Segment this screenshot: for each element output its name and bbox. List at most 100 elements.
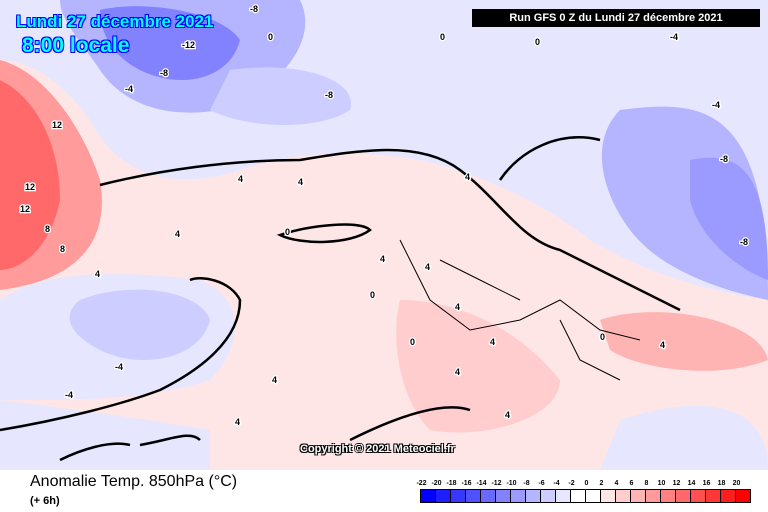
borders [399,239,641,381]
contour-label: 4 [272,375,277,385]
cold-anomaly-southeast [600,405,768,470]
cold-core-russia [690,157,768,280]
colorbar-box [646,490,661,502]
contour-label: 4 [465,172,470,182]
contour-label: -4 [115,362,123,372]
cold-core-atlantic [69,289,210,360]
contour-label: 4 [425,262,430,272]
contour-label: 0 [285,227,290,237]
colorbar-tick-label: -18 [446,480,457,487]
colorbar-tick-label: 18 [717,480,726,487]
contour-labels: -8 -12 -8 -4 0 12 12 12 88 4 4 4 4 0 0 -4 -4 -8 -8 -4 4 4 4 0 4 4… [19,3,750,429]
colorbar-tick-label: 16 [702,480,711,487]
colorbar-box [436,490,451,502]
contour-label: 4 [298,177,303,187]
temperature-anomaly-map: -8 -12 -8 -4 0 12 12 12 88 4 4 4 4 0 0 -4 -4 -8 -8 -4 4 4 4 0 4 4… [0,0,768,470]
colorbar-box [556,490,571,502]
colorbar-tick-label: -14 [476,480,487,487]
contour-label: -4 [670,32,678,42]
coastlines [0,136,681,462]
contour-label: 4 [660,340,665,350]
forecast-hour: 8:00 locale [22,34,130,57]
contour-label: 4 [455,302,460,312]
warm-anomaly-europe [396,300,560,433]
cold-anomaly-baffin [210,67,352,125]
contour-label: 0 [535,37,540,47]
colorbar-tick-label: -10 [506,480,517,487]
colorbar-tick-label: -22 [416,480,427,487]
colorbar-tick-label: 10 [657,480,666,487]
contour-label: -4 [65,390,73,400]
colorbar [420,489,751,503]
warm-anomaly-balkans [600,312,768,371]
colorbar-box [691,490,706,502]
colorbar-box [481,490,496,502]
contour-label: -12 [182,40,195,50]
contour-label: 4 [505,410,510,420]
colorbar-tick-label: 14 [687,480,696,487]
contour-label: 12 [20,204,30,214]
colorbar-box [721,490,736,502]
colorbar-tick-label: 4 [614,480,619,487]
colorbar-tick-label: -16 [461,480,472,487]
contour-label: 12 [52,120,62,130]
colorbar-box [616,490,631,502]
copyright: Copyright © 2021 Meteociel.fr [300,443,455,455]
colorbar-tick-label: 2 [599,480,604,487]
colorbar-box [586,490,601,502]
colorbar-tick-label: 6 [629,480,634,487]
contour-label: 0 [268,32,273,42]
contour-label: 0 [410,337,415,347]
colorbar-box [526,490,541,502]
forecast-step: (+ 6h) [30,495,60,507]
colorbar-box [706,490,721,502]
colorbar-box [466,490,481,502]
contour-label: 4 [95,269,100,279]
contour-label: 12 [25,182,35,192]
colorbar-tick-label: 12 [672,480,681,487]
contour-label: 4 [238,174,243,184]
contour-label: -8 [160,68,168,78]
cold-anomaly-southwest [0,400,210,470]
warm-core-west [0,80,60,270]
cold-core-greenland [100,6,240,80]
contour-label: -8 [325,90,333,100]
colorbar-box [451,490,466,502]
colorbar-tick-label: -6 [538,480,545,487]
run-info: Run GFS 0 Z du Lundi 27 décembre 2021 [472,9,760,27]
contour-label: -8 [720,154,728,164]
colorbar-tick-label: 20 [732,480,741,487]
contour-label: -4 [125,84,133,94]
contour-label: 8 [45,224,50,234]
colorbar-box [571,490,586,502]
colorbar-tick-label: 8 [644,480,649,487]
colorbar-box [736,490,750,502]
contour-label: -8 [740,237,748,247]
contour-label: 4 [175,229,180,239]
contour-label: 0 [600,332,605,342]
contour-label: 4 [490,337,495,347]
colorbar-box [661,490,676,502]
contour-label: 0 [370,290,375,300]
colorbar-tick-label: -12 [491,480,502,487]
contour-label: 4 [380,254,385,264]
colorbar-box [496,490,511,502]
colorbar-box [541,490,556,502]
map-title: Anomalie Temp. 850hPa (°C) [30,473,238,490]
contour-label: 8 [60,244,65,254]
colorbar-box [511,490,526,502]
colorbar-tick-label: -8 [523,480,530,487]
colorbar-tick-label: -20 [431,480,442,487]
colorbar-box [631,490,646,502]
contour-label: -4 [712,100,720,110]
colorbar-tick-label: -2 [568,480,575,487]
contour-label: 0 [440,32,445,42]
contour-label: 4 [455,367,460,377]
colorbar-box [676,490,691,502]
contour-label: 4 [235,417,240,427]
contour-label: -8 [250,4,258,14]
colorbar-box [601,490,616,502]
forecast-date: Lundi 27 décembre 2021 [16,12,214,31]
colorbar-box [421,490,436,502]
colorbar-tick-label: -4 [553,480,560,487]
